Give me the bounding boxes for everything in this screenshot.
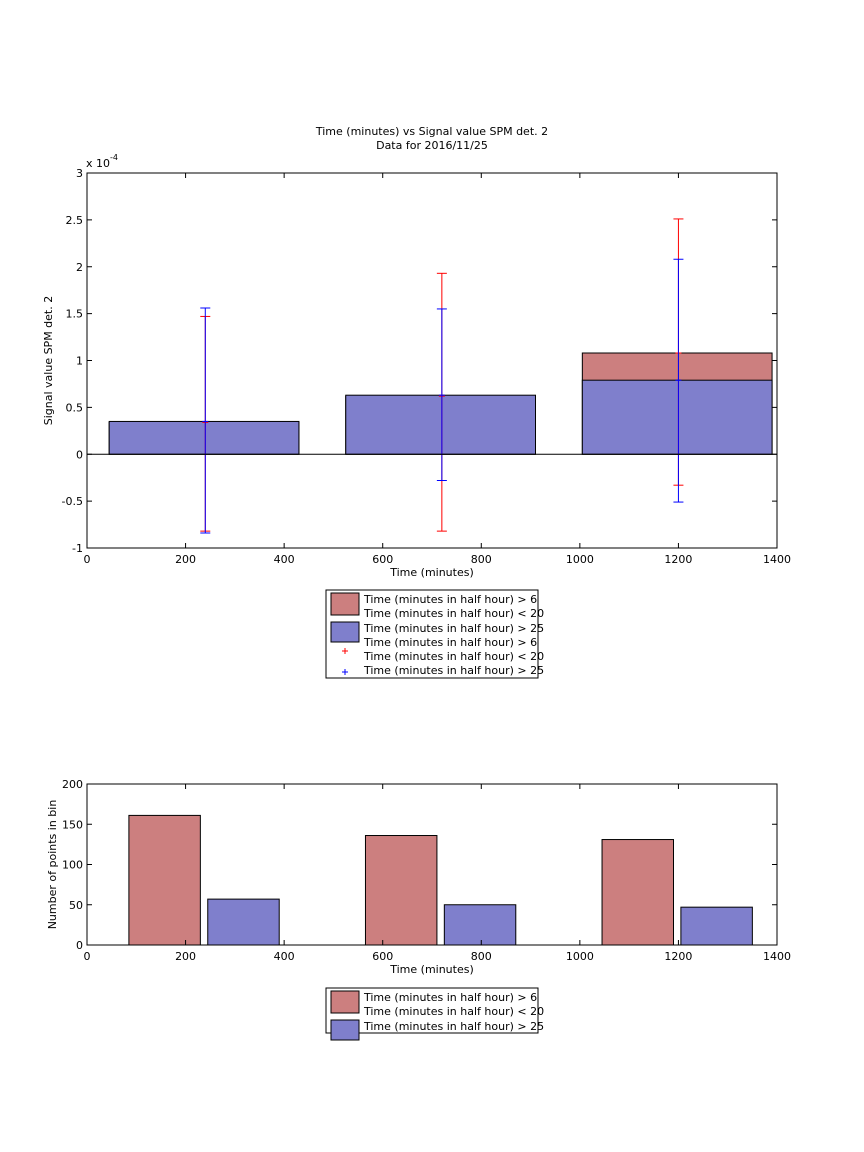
y-axis-label: Number of points in bin (46, 800, 59, 930)
legend-label: Time (minutes in half hour) > 25 (363, 664, 544, 677)
x-ticks: 0 200 400 600 800 1000 1200 1400 (84, 173, 791, 566)
y-tick-label: -0.5 (62, 495, 83, 508)
y-axis-label: Signal value SPM det. 2 (42, 296, 55, 426)
y-ticks: -1 -0.5 0 0.5 1 1.5 2 2.5 3 (62, 167, 777, 555)
y-tick-label: 50 (69, 899, 83, 912)
y-tick-label: 200 (62, 778, 83, 791)
y-ticks: 0 50 100 150 200 (62, 778, 777, 952)
x-tick-label: 200 (175, 950, 196, 963)
x-tick-label: 600 (372, 950, 393, 963)
legend-label: Time (minutes in half hour) < 20 (363, 1005, 544, 1018)
y-exponent-label: x 10 -4 (86, 153, 118, 170)
legend-label: Time (minutes in half hour) < 20 (363, 607, 544, 620)
bar-blue-1 (345, 394, 536, 455)
x-tick-label: 1000 (566, 950, 594, 963)
x-tick-label: 1400 (763, 950, 791, 963)
x-tick-label: 1000 (566, 553, 594, 566)
chart-title: Time (minutes) vs Signal value SPM det. … (315, 125, 548, 138)
y-tick-label: 1 (76, 355, 83, 368)
error-bar-blue-0 (200, 307, 211, 534)
legend-label: Time (minutes in half hour) > 6 (363, 593, 537, 606)
legend-label: Time (minutes in half hour) > 25 (363, 1020, 544, 1033)
signal-chart: Time (minutes) vs Signal value SPM det. … (42, 125, 791, 679)
x-tick-label: 400 (274, 553, 295, 566)
y-exponent-power: -4 (110, 153, 118, 162)
y-tick-label: -1 (72, 542, 83, 555)
y-tick-label: 2 (76, 261, 83, 274)
bar-blue-0 (207, 898, 280, 946)
legend-label: Time (minutes in half hour) < 20 (363, 650, 544, 663)
y-tick-label: 1.5 (66, 308, 84, 321)
bar-blue-2 (581, 379, 773, 455)
bar-blue-0 (108, 420, 300, 455)
x-tick-label: 400 (274, 950, 295, 963)
x-tick-label: 200 (175, 553, 196, 566)
error-bar-blue-1 (436, 308, 447, 481)
bar-red-0 (128, 814, 201, 946)
error-bar-blue-2 (673, 258, 684, 503)
legend-label: Time (minutes in half hour) > 25 (363, 622, 544, 635)
y-exponent-base: x 10 (86, 157, 110, 170)
x-tick-label: 1200 (664, 950, 692, 963)
x-axis-label: Time (minutes) (389, 963, 474, 976)
bar-blue-2 (680, 906, 753, 946)
x-tick-label: 0 (84, 553, 91, 566)
y-tick-label: 100 (62, 859, 83, 872)
y-tick-label: 3 (76, 167, 83, 180)
x-tick-label: 800 (471, 950, 492, 963)
y-tick-label: 2.5 (66, 214, 84, 227)
bar-red-1 (364, 835, 438, 946)
bars (128, 814, 753, 946)
y-tick-label: 0.5 (66, 401, 84, 414)
legend-label: Time (minutes in half hour) > 6 (363, 991, 537, 1004)
y-tick-label: 0 (76, 939, 83, 952)
error-bars (200, 218, 684, 534)
x-ticks: 0 200 400 600 800 1000 1200 1400 (84, 784, 791, 963)
legend-entry-1: Time (minutes in half hour) > 25 (330, 1019, 544, 1041)
x-tick-label: 600 (372, 553, 393, 566)
bar-blue-1 (443, 904, 517, 946)
x-tick-label: 1200 (664, 553, 692, 566)
legend-entry-1: Time (minutes in half hour) > 25 (330, 621, 544, 643)
bars (108, 352, 773, 455)
chart-subtitle: Data for 2016/11/25 (376, 139, 488, 152)
legend-entry-3: Time (minutes in half hour) > 25 (342, 664, 544, 677)
legend-label: Time (minutes in half hour) > 6 (363, 636, 537, 649)
x-axis-label: Time (minutes) (389, 566, 474, 579)
x-tick-label: 800 (471, 553, 492, 566)
y-tick-label: 0 (76, 448, 83, 461)
x-tick-label: 1400 (763, 553, 791, 566)
bar-red-2 (601, 839, 674, 946)
count-chart: 0 200 400 600 800 1000 1200 1400 0 50 100 150 200 T… (46, 778, 791, 1041)
y-tick-label: 150 (62, 818, 83, 831)
x-tick-label: 0 (84, 950, 91, 963)
